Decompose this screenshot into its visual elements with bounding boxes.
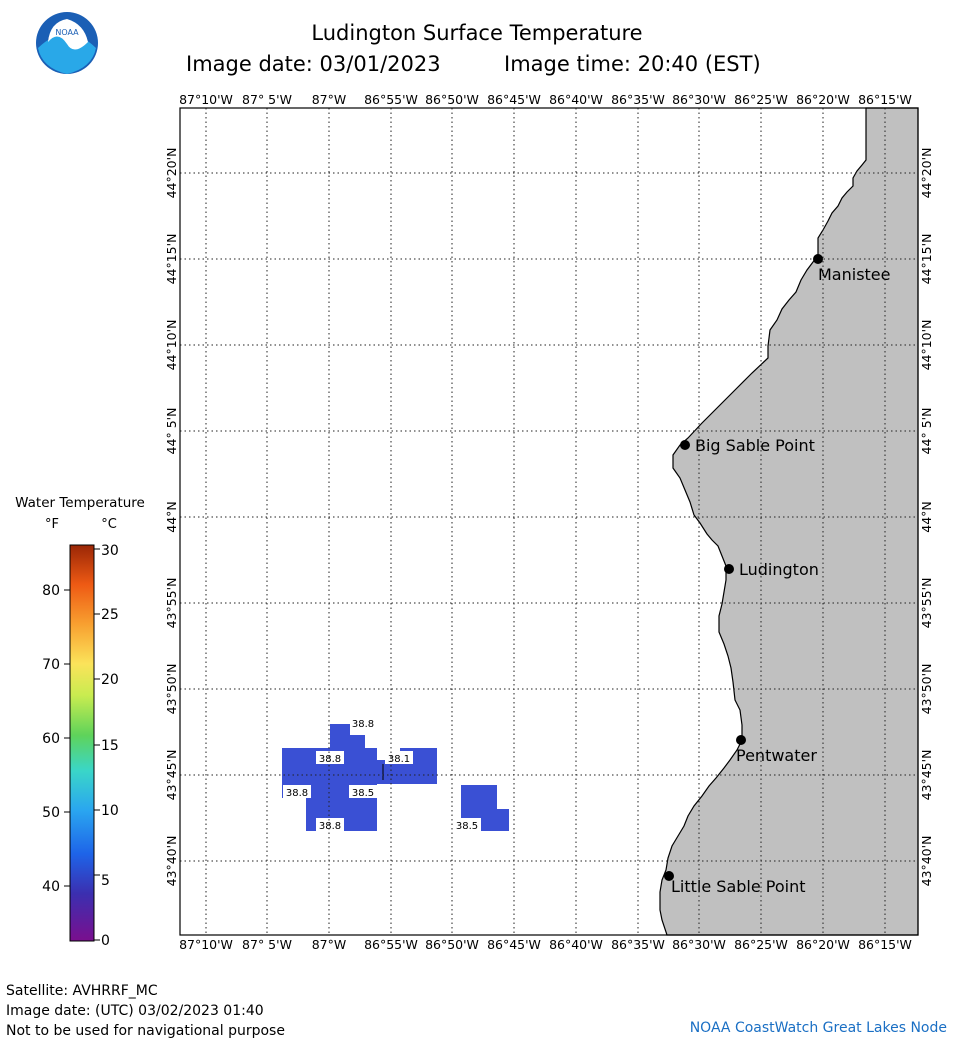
legend-c-tick: 0	[101, 933, 110, 949]
footer-satellite: Satellite: AVHRRF_MC	[6, 983, 158, 999]
lon-label: 86°20'W	[796, 92, 850, 107]
lat-label: 44°15'N	[164, 234, 179, 285]
lon-label: 86°55'W	[364, 937, 418, 952]
legend-color-bar	[69, 544, 95, 942]
legend-title: Water Temperature	[15, 495, 145, 511]
lon-label: 86°55'W	[364, 92, 418, 107]
lat-label: 43°50'N	[164, 664, 179, 715]
temperature-cell	[461, 785, 497, 809]
lat-label: 44°20'N	[164, 148, 179, 199]
lon-label: 87°W	[312, 92, 347, 107]
legend-f-tick: 40	[42, 879, 60, 895]
legend-c-tick: 15	[101, 738, 119, 754]
little-sable-point-marker	[664, 871, 674, 881]
lat-label: 43°40'N	[919, 836, 934, 887]
footer-disclaimer: Not to be used for navigational purpose	[6, 1023, 285, 1039]
legend-f-tick: 80	[42, 583, 60, 599]
lat-label: 44° 5'N	[164, 408, 179, 455]
lat-label: 43°55'N	[919, 578, 934, 629]
lon-label: 86°15'W	[858, 937, 912, 952]
lat-label: 44°20'N	[919, 148, 934, 199]
graticule	[180, 108, 918, 935]
noaa-logo-text: NOAA	[55, 28, 79, 37]
lon-label: 86°30'W	[672, 937, 726, 952]
map-title: Ludington Surface Temperature	[311, 21, 642, 45]
image-time: Image time: 20:40 (EST)	[504, 52, 761, 76]
latitude-labels-right: 44°20'N 44°15'N 44°10'N 44° 5'N 44°N 43°…	[919, 148, 934, 887]
temperature-cell	[330, 735, 365, 748]
temp-value: 38.8	[352, 719, 374, 730]
land-area	[659, 107, 919, 936]
lon-label: 86°45'W	[487, 92, 541, 107]
lon-label: 86°35'W	[611, 92, 665, 107]
place-label-ludington: Ludington	[739, 560, 819, 579]
legend-c-tick: 10	[101, 803, 119, 819]
lon-label: 86°40'W	[549, 92, 603, 107]
legend-c-tick: 30	[101, 543, 119, 559]
footer-utc-date: Image date: (UTC) 03/02/2023 01:40	[6, 1003, 264, 1019]
lat-label: 44°N	[164, 501, 179, 533]
lon-label: 86°35'W	[611, 937, 665, 952]
lat-label: 44°10'N	[919, 320, 934, 371]
legend-f-unit: °F	[45, 517, 59, 532]
legend-c-tick: 20	[101, 672, 119, 688]
map-frame	[179, 107, 919, 936]
noaa-logo: NOAA	[36, 12, 98, 74]
lat-label: 43°50'N	[919, 664, 934, 715]
temp-value: 38.5	[352, 788, 374, 799]
legend-f-tick: 50	[42, 805, 60, 821]
big-sable-point-marker	[680, 440, 690, 450]
lat-label: 44°15'N	[919, 234, 934, 285]
lon-label: 86°15'W	[858, 92, 912, 107]
manistee-marker	[813, 254, 823, 264]
lon-label: 86°50'W	[425, 92, 479, 107]
lon-label: 86°20'W	[796, 937, 850, 952]
temp-value: 38.5	[456, 821, 478, 832]
lon-label: 86°30'W	[672, 92, 726, 107]
lon-label: 87°W	[312, 937, 347, 952]
place-label-manistee: Manistee	[818, 265, 891, 284]
longitude-labels-top: 87°10'W 87° 5'W 87°W 86°55'W 86°50'W 86°…	[179, 92, 912, 107]
ludington-marker	[724, 564, 734, 574]
temperature-legend: Water Temperature °F °C 80 70 60 50 40 3…	[15, 495, 145, 949]
legend-f-tick: 70	[42, 657, 60, 673]
lon-label: 86°40'W	[549, 937, 603, 952]
lat-label: 43°55'N	[164, 578, 179, 629]
lon-label: 86°25'W	[734, 937, 788, 952]
legend-c-tick: 5	[101, 873, 110, 889]
lat-label: 43°45'N	[919, 750, 934, 801]
lat-label: 44° 5'N	[919, 408, 934, 455]
temp-value: 38.8	[319, 821, 341, 832]
temperature-labels: 38.8 38.8 38.1 38.8 38.5 38.8 38.5	[283, 717, 481, 832]
lat-label: 43°40'N	[164, 836, 179, 887]
lon-label: 86°45'W	[487, 937, 541, 952]
place-label-little-sable-point: Little Sable Point	[671, 877, 806, 896]
lon-label: 86°25'W	[734, 92, 788, 107]
lat-label: 44°N	[919, 501, 934, 533]
temperature-cell	[330, 724, 350, 735]
lon-label: 86°50'W	[425, 937, 479, 952]
legend-f-tick: 60	[42, 731, 60, 747]
lon-label: 87° 5'W	[242, 937, 292, 952]
latitude-labels-left: 44°20'N 44°15'N 44°10'N 44° 5'N 44°N 43°…	[164, 148, 179, 887]
lat-label: 43°45'N	[164, 750, 179, 801]
pentwater-marker	[736, 735, 746, 745]
temp-value: 38.8	[286, 788, 308, 799]
footer-credit: NOAA CoastWatch Great Lakes Node	[689, 1020, 947, 1036]
longitude-labels-bottom: 87°10'W 87° 5'W 87°W 86°55'W 86°50'W 86°…	[179, 937, 912, 952]
image-date: Image date: 03/01/2023	[186, 52, 441, 76]
lon-label: 87°10'W	[179, 92, 233, 107]
place-label-pentwater: Pentwater	[736, 746, 817, 765]
legend-c-unit: °C	[101, 517, 117, 532]
lon-label: 87° 5'W	[242, 92, 292, 107]
temperature-cell	[282, 760, 437, 784]
legend-c-tick: 25	[101, 607, 119, 623]
lon-label: 87°10'W	[179, 937, 233, 952]
place-markers: Manistee Big Sable Point Ludington Pentw…	[664, 254, 891, 896]
place-label-big-sable-point: Big Sable Point	[695, 436, 815, 455]
temp-value: 38.1	[388, 754, 410, 765]
lat-label: 44°10'N	[164, 320, 179, 371]
temp-value: 38.8	[319, 754, 341, 765]
